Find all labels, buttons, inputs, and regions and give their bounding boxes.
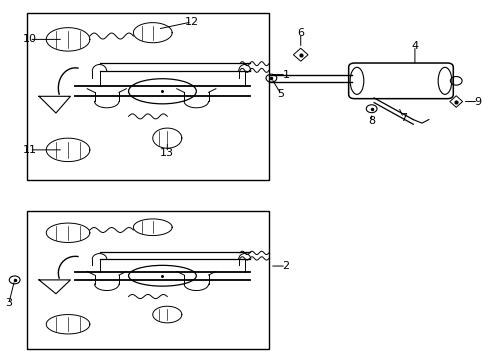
Text: 9: 9: [474, 96, 481, 107]
Bar: [27, 13, 268, 180]
Text: 2: 2: [282, 261, 289, 271]
Text: 8: 8: [367, 116, 374, 126]
Text: 12: 12: [184, 17, 199, 27]
Text: 4: 4: [410, 41, 418, 51]
Text: 3: 3: [5, 298, 12, 309]
Bar: [27, 211, 268, 349]
Text: 1: 1: [282, 69, 289, 80]
Text: 5: 5: [277, 89, 284, 99]
Text: 10: 10: [22, 35, 36, 44]
Text: 7: 7: [399, 113, 406, 123]
Text: 13: 13: [160, 148, 174, 158]
Text: 6: 6: [297, 28, 304, 38]
Text: 11: 11: [22, 145, 36, 155]
